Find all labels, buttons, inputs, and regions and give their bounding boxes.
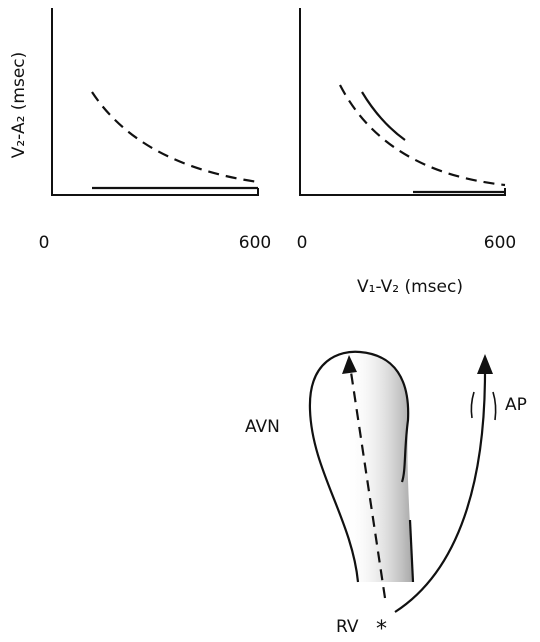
stimulus-mark: * [376,617,387,642]
rv-label: RV [336,617,359,637]
ap-arrow [394,371,487,613]
axes [51,8,259,196]
solid-curve [361,91,406,141]
axes [299,8,506,196]
avn-shading [309,351,413,582]
x-tick-label: 600 [239,233,271,253]
avn-outline [408,519,415,583]
avn-label: AVN [245,417,280,437]
x-tick-label: 0 [297,233,308,253]
left-plot: V₂-A₂ (msec) 0 600 [9,8,271,253]
x-tick-label: 600 [484,233,516,253]
diagram: AVN AP RV * [245,350,527,642]
ap-mark [470,391,475,419]
x-label: V₁-V₂ (msec) [357,277,463,297]
arrowhead [342,355,357,374]
right-plot: 0 600 V₁-V₂ (msec) [297,8,516,297]
x-tick-label: 0 [39,233,50,253]
avn-outline [308,350,410,583]
dashed-curve [339,84,506,187]
ap-mark [492,391,497,421]
dashed-arrow [349,371,387,599]
ap-label: AP [505,395,527,415]
y-label: V₂-A₂ (msec) [9,52,29,159]
arrowhead [477,354,493,374]
dashed-curve [91,91,259,184]
